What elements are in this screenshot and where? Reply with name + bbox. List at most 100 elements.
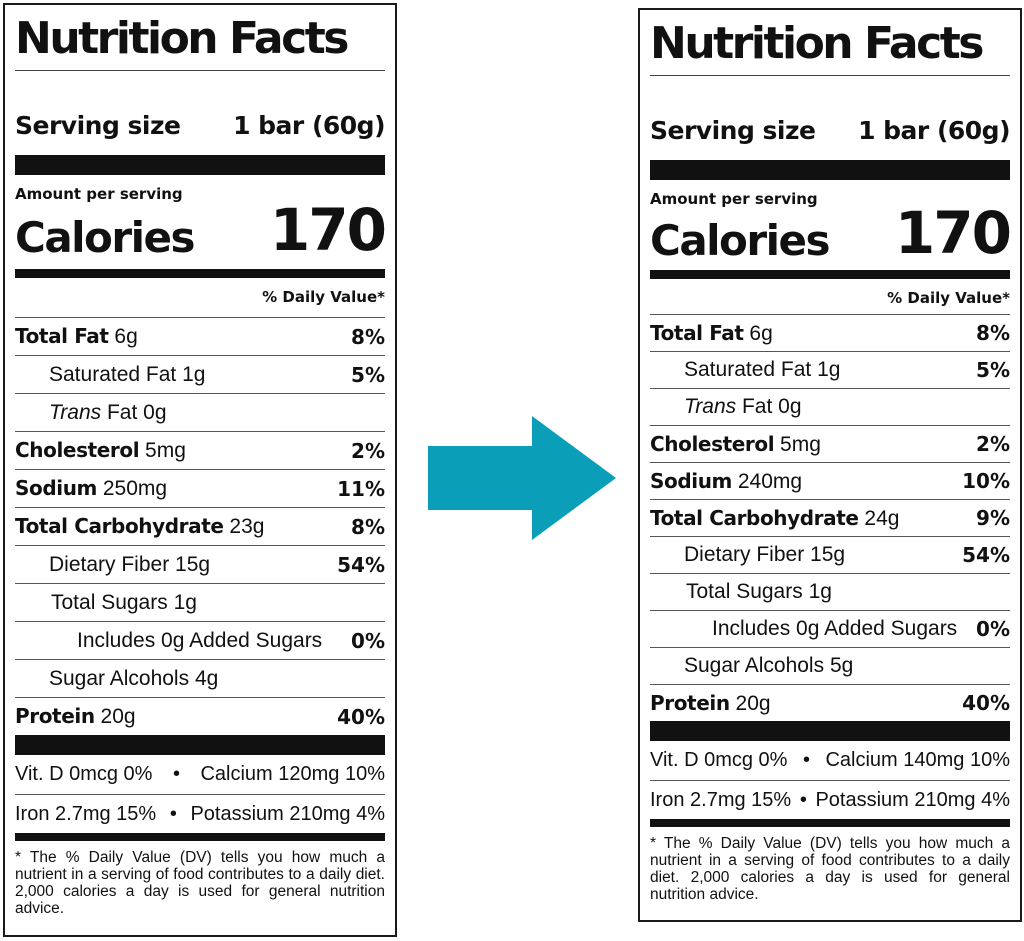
cholesterol-label: Cholesterol <box>15 438 140 462</box>
saturated-fat-label: Saturated Fat <box>49 362 177 386</box>
dietary-fiber-amount: 15g <box>810 543 846 566</box>
sodium-dv: 10% <box>962 469 1010 493</box>
medium-divider <box>650 270 1010 279</box>
serving-size-label: Serving size <box>650 116 816 145</box>
saturated-fat-row: Saturated Fat 1g 5% <box>15 355 385 393</box>
sodium-amount: 240mg <box>737 469 803 493</box>
calories-value: 170 <box>894 199 1012 267</box>
trans-label: Trans <box>49 400 102 424</box>
thick-divider <box>650 721 1010 741</box>
total-fat-row: Total Fat 6g 8% <box>650 314 1010 351</box>
cholesterol-row: Cholesterol 5mg 2% <box>15 431 385 469</box>
total-carb-row: Total Carbohydrate 24g 9% <box>650 499 1010 536</box>
total-carb-dv: 9% <box>976 506 1010 530</box>
nutrition-facts-title: Nutrition Facts <box>15 13 349 64</box>
sugar-alcohols-amount: 4g <box>194 666 219 690</box>
added-sugars-label: Includes 0g Added Sugars <box>712 617 958 640</box>
sugar-alcohols-label: Sugar Alcohols <box>49 666 190 690</box>
sugar-alcohols-row: Sugar Alcohols 5g <box>650 647 1010 684</box>
added-sugars-dv: 0% <box>976 617 1010 641</box>
total-carb-label: Total Carbohydrate <box>15 514 224 538</box>
dietary-fiber-row: Dietary Fiber 15g 54% <box>15 545 385 583</box>
total-fat-dv: 8% <box>976 321 1010 345</box>
right-arrow-icon <box>428 416 616 540</box>
serving-size-row: Serving size 1 bar (60g) <box>15 111 385 145</box>
protein-label: Protein <box>15 704 95 728</box>
total-sugars-row: Total Sugars 1g <box>15 583 385 621</box>
sodium-label: Sodium <box>15 476 97 500</box>
daily-value-header: % Daily Value* <box>262 288 385 306</box>
serving-size-row: Serving size 1 bar (60g) <box>650 116 1010 150</box>
dietary-fiber-label: Dietary Fiber <box>684 543 805 566</box>
cholesterol-label: Cholesterol <box>650 431 775 456</box>
fat-label: Fat <box>106 400 138 424</box>
total-fat-label: Total Fat <box>15 324 109 348</box>
added-sugars-label: Includes 0g Added Sugars <box>77 628 323 652</box>
calcium: Calcium 120mg 10% <box>200 763 385 785</box>
iron-potassium-row: Iron 2.7mg 15% • Potassium 210mg 4% <box>15 795 385 833</box>
sodium-row: Sodium 250mg 11% <box>15 469 385 507</box>
calories-value: 170 <box>269 196 387 264</box>
daily-value-footnote: * The % Daily Value (DV) tells you how m… <box>15 849 385 917</box>
sugar-alcohols-row: Sugar Alcohols 4g <box>15 659 385 697</box>
sodium-row: Sodium 240mg 10% <box>650 462 1010 499</box>
sodium-amount: 250mg <box>102 477 168 500</box>
cholesterol-amount: 5mg <box>145 439 186 462</box>
iron: Iron 2.7mg 15% <box>650 788 792 811</box>
total-carb-row: Total Carbohydrate 23g 8% <box>15 507 385 545</box>
dietary-fiber-dv: 54% <box>962 543 1010 567</box>
vitamin-d: Vit. D 0mcg 0% <box>15 763 153 785</box>
dietary-fiber-amount: 15g <box>175 552 211 576</box>
protein-row: Protein 20g 40% <box>15 697 385 735</box>
vitd-calcium-row: Vit. D 0mcg 0% • Calcium 140mg 10% <box>650 741 1010 781</box>
calories-label: Calories <box>15 213 196 262</box>
calcium: Calcium 140mg 10% <box>825 749 1010 771</box>
total-carb-amount: 24g <box>864 506 900 530</box>
serving-size-value: 1 bar (60g) <box>233 111 385 140</box>
iron-potassium-row: Iron 2.7mg 15% • Potassium 210mg 4% <box>650 781 1010 819</box>
medium-divider <box>15 269 385 278</box>
saturated-fat-amount: 1g <box>817 358 841 381</box>
total-carb-dv: 8% <box>351 514 385 539</box>
serving-size-value: 1 bar (60g) <box>858 116 1010 145</box>
saturated-fat-dv: 5% <box>351 362 385 387</box>
bullet-separator: • <box>802 749 810 771</box>
sodium-label: Sodium <box>650 468 732 493</box>
iron: Iron 2.7mg 15% <box>15 802 157 825</box>
daily-value-footnote: * The % Daily Value (DV) tells you how m… <box>650 835 1010 903</box>
dietary-fiber-row: Dietary Fiber 15g 54% <box>650 536 1010 573</box>
nutrition-label-revised: Nutrition Facts Serving size 1 bar (60g)… <box>638 8 1022 922</box>
calories-row: Calories 170 <box>650 204 1012 265</box>
calories-label: Calories <box>650 216 831 265</box>
cholesterol-dv: 2% <box>976 432 1010 456</box>
vitamin-d: Vit. D 0mcg 0% <box>650 749 788 771</box>
total-sugars-amount: 1g <box>808 580 832 603</box>
amount-per-serving: Amount per serving <box>15 185 183 203</box>
trans-fat-amount: 0g <box>143 400 167 424</box>
potassium: Potassium 210mg 4% <box>815 788 1010 811</box>
medium-divider <box>15 833 385 841</box>
total-fat-amount: 6g <box>114 325 138 348</box>
total-fat-amount: 6g <box>749 321 773 345</box>
saturated-fat-row: Saturated Fat 1g 5% <box>650 351 1010 388</box>
daily-value-header: % Daily Value* <box>887 289 1010 307</box>
added-sugars-row: Includes 0g Added Sugars 0% <box>650 610 1010 647</box>
saturated-fat-amount: 1g <box>182 362 206 386</box>
total-fat-label: Total Fat <box>650 320 744 345</box>
total-fat-row: Total Fat 6g 8% <box>15 317 385 355</box>
thick-divider <box>650 160 1010 180</box>
bullet-separator: • <box>169 802 177 825</box>
protein-amount: 20g <box>735 691 771 715</box>
trans-fat-row: Trans Fat 0g <box>15 393 385 431</box>
nutrition-label-original: Nutrition Facts Serving size 1 bar (60g)… <box>3 3 397 937</box>
total-carb-amount: 23g <box>229 515 265 538</box>
added-sugars-dv: 0% <box>351 628 385 653</box>
total-sugars-label: Total Sugars <box>51 590 168 614</box>
added-sugars-row: Includes 0g Added Sugars 0% <box>15 621 385 659</box>
medium-divider <box>650 819 1010 827</box>
amount-per-serving: Amount per serving <box>650 190 818 208</box>
protein-row: Protein 20g 40% <box>650 684 1010 721</box>
total-sugars-amount: 1g <box>173 590 197 614</box>
trans-fat-row: Trans Fat 0g <box>650 388 1010 425</box>
protein-dv: 40% <box>337 704 385 729</box>
